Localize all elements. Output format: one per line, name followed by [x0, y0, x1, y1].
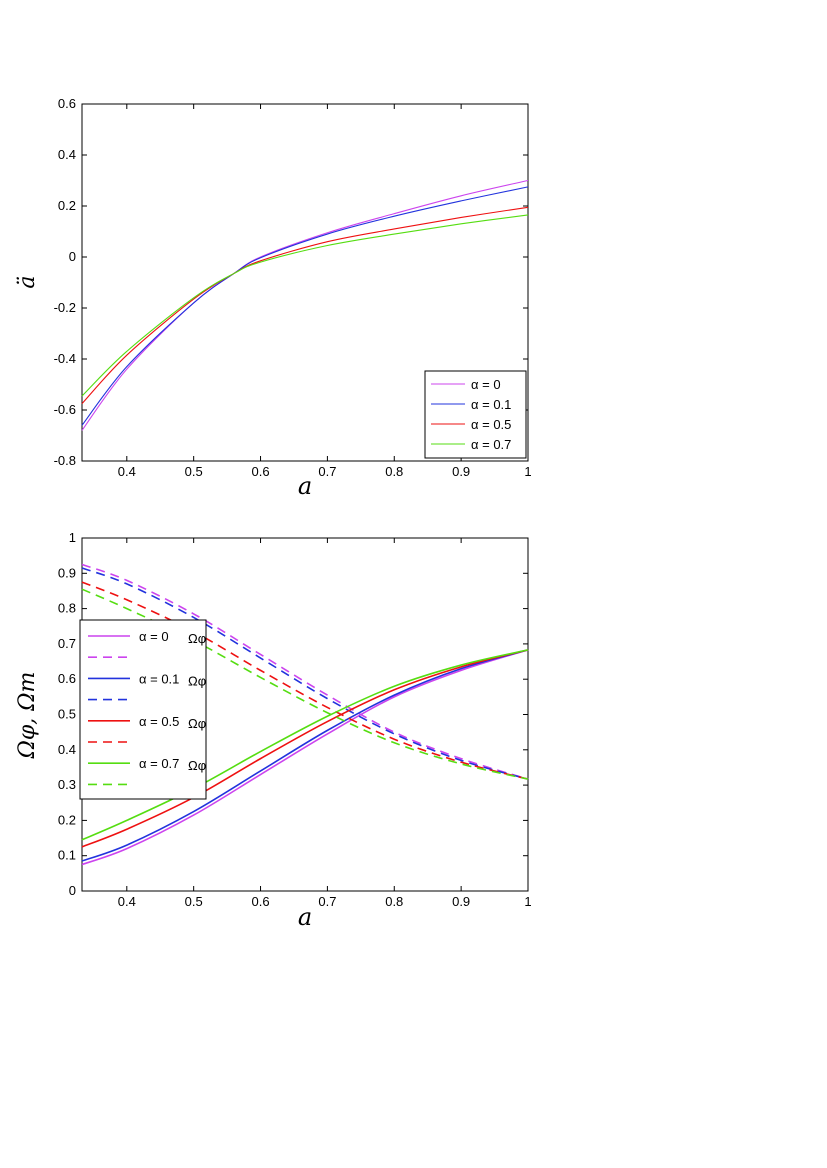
x-tick-label: 0.5: [185, 894, 203, 909]
x-tick-label: 0.6: [251, 894, 269, 909]
x-tick-label: 0.4: [118, 894, 136, 909]
legend-symbol: Ωφ: [188, 758, 206, 773]
legend-box: [424, 370, 527, 459]
legend: α = 0 Ωφ α = 0.1 Ωφ α = 0.5 Ωφ α = 0.7 Ωφ: [79, 619, 207, 800]
series-line-2: [81, 206, 529, 405]
x-tick-label: 1: [524, 894, 531, 909]
series-line-7: [81, 588, 529, 780]
x-tick-label: 0.8: [385, 894, 403, 909]
x-tick-label: 0.9: [452, 894, 470, 909]
legend-symbol: Ωφ: [188, 631, 206, 646]
legend-label: α = 0: [471, 377, 501, 392]
y-tick-label: 0.9: [58, 565, 76, 580]
y-tick-label: -0.2: [54, 300, 76, 315]
x-axis-label: a: [298, 903, 312, 931]
y-axis-label: ä: [15, 275, 40, 288]
series-line-2: [81, 649, 529, 862]
y-tick-label: 0.2: [58, 198, 76, 213]
legend-label: α = 0.1: [471, 397, 511, 412]
y-tick-label: 0.5: [58, 707, 76, 722]
legend-symbol: Ωφ: [188, 716, 206, 731]
y-tick-label: 0: [69, 249, 76, 264]
legend-label: α = 0.7: [139, 756, 179, 771]
y-axis-label: Ωφ, Ωm: [15, 672, 40, 760]
y-tick-label: -0.6: [54, 402, 76, 417]
x-tick-label: 0.6: [251, 464, 269, 479]
legend-label: α = 0.5: [471, 417, 511, 432]
legend-label: α = 0.1: [139, 671, 179, 686]
y-tick-label: 0.8: [58, 601, 76, 616]
series-line-3: [81, 567, 529, 780]
acceleration-chart: 0.4 0.5 0.6 0.7 0.8 0.9 1 -0.8 -0.6 -0.4 -0.2 0 0.2 0…: [15, 96, 532, 500]
series-line-4: [81, 649, 529, 848]
series-line-1: [81, 563, 529, 780]
series-line-5: [81, 581, 529, 780]
density-parameter-chart: 0.4 0.5 0.6 0.7 0.8 0.9 1 0 0.1 0.2 0.3 0.4 0.5 0.6 0.…: [15, 530, 532, 931]
y-tick-label: 0.6: [58, 671, 76, 686]
x-tick-label: 0.5: [185, 464, 203, 479]
y-tick-label: 0.1: [58, 848, 76, 863]
y-tick-label: 1: [69, 530, 76, 545]
legend-label: α = 0.5: [139, 714, 179, 729]
series-line-6: [81, 649, 529, 841]
x-axis-label: a: [298, 472, 312, 500]
x-tick-label: 0.7: [318, 464, 336, 479]
x-tick-label: 0.7: [318, 894, 336, 909]
series-line-3: [81, 214, 529, 397]
series-line-0: [81, 179, 529, 431]
x-tick-label: 0.4: [118, 464, 136, 479]
legend: α = 0 α = 0.1 α = 0.5 α = 0.7: [424, 370, 527, 459]
y-tick-label: -0.4: [54, 351, 76, 366]
legend-label: α = 0.7: [471, 437, 511, 452]
x-tick-label: 0.8: [385, 464, 403, 479]
y-tick-label: 0.4: [58, 147, 76, 162]
legend-box: [79, 619, 207, 800]
plot-frame: [81, 103, 529, 462]
y-tick-label: -0.8: [54, 453, 76, 468]
y-tick-label: 0.6: [58, 96, 76, 111]
legend-symbol: Ωφ: [188, 673, 206, 688]
y-tick-label: 0: [69, 883, 76, 898]
y-tick-label: 0.2: [58, 812, 76, 827]
series-line-0: [81, 649, 529, 866]
y-tick-label: 0.3: [58, 777, 76, 792]
x-tick-label: 0.9: [452, 464, 470, 479]
x-tick-label: 1: [524, 464, 531, 479]
series-line-1: [81, 186, 529, 426]
y-tick-label: 0.7: [58, 636, 76, 651]
y-tick-label: 0.4: [58, 742, 76, 757]
legend-label: α = 0: [139, 629, 169, 644]
